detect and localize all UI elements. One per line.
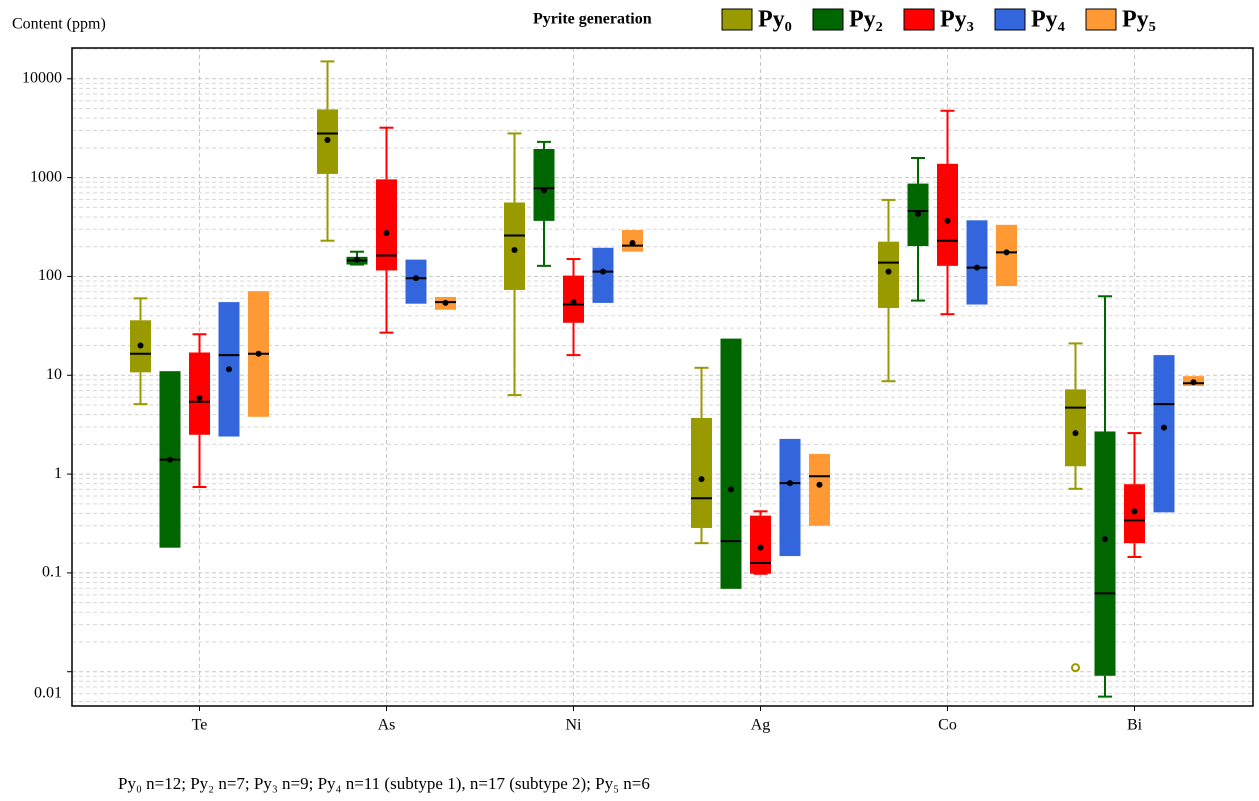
x-tick-label: As xyxy=(378,717,396,734)
plot-frame xyxy=(71,47,1254,707)
mean xyxy=(354,256,360,263)
mean xyxy=(442,299,449,306)
mean xyxy=(511,247,518,254)
legend-title: Pyrite generation xyxy=(533,11,652,28)
x-tick-label: Ni xyxy=(566,717,583,734)
legend-label: Py₀ xyxy=(758,7,792,33)
legend-swatch xyxy=(812,8,844,31)
box xyxy=(878,241,899,308)
mean xyxy=(885,268,892,275)
box xyxy=(937,163,958,266)
outlier xyxy=(1071,663,1080,673)
mean xyxy=(915,210,921,217)
mean xyxy=(1003,249,1010,256)
mean xyxy=(698,476,705,483)
box xyxy=(809,453,830,526)
mean xyxy=(570,299,577,306)
y-tick-label: 100 xyxy=(38,267,62,284)
mean xyxy=(1131,508,1138,515)
mean xyxy=(728,486,734,493)
mean xyxy=(974,264,980,271)
mean xyxy=(1072,430,1079,437)
mean xyxy=(1161,424,1167,431)
y-tick-label: 10 xyxy=(46,366,62,383)
mean xyxy=(1102,536,1108,543)
legend-swatch xyxy=(721,8,753,31)
y-tick-label: 0.01 xyxy=(34,684,62,701)
y-tick-label: 0.1 xyxy=(42,564,62,581)
legend-swatch xyxy=(994,8,1026,31)
mean xyxy=(196,394,203,401)
box xyxy=(1094,431,1116,676)
x-tick-label: Ag xyxy=(751,717,771,734)
mean xyxy=(787,480,793,487)
mean xyxy=(757,544,764,551)
box xyxy=(966,220,988,305)
x-tick-label: Bi xyxy=(1127,717,1143,734)
y-tick-label: 1000 xyxy=(30,168,62,185)
mean xyxy=(226,366,232,373)
box xyxy=(779,438,801,557)
box xyxy=(1153,355,1175,513)
footnote: Py₀ n=12; Py₂ n=7; Py₃ n=9; Py₄ n=11 (su… xyxy=(118,774,650,793)
mean xyxy=(137,342,144,349)
box xyxy=(691,417,712,528)
legend-swatch xyxy=(1085,8,1117,31)
mean xyxy=(816,481,823,488)
mean xyxy=(255,350,262,357)
box xyxy=(405,259,427,304)
mean xyxy=(600,268,606,275)
x-tick-label: Co xyxy=(938,717,957,734)
mean xyxy=(944,217,951,224)
mean xyxy=(413,275,419,282)
y-tick-label: 10000 xyxy=(22,69,62,86)
mean xyxy=(1190,379,1197,386)
legend-label: Py₂ xyxy=(849,7,883,33)
mean xyxy=(383,230,390,237)
legend-label: Py₄ xyxy=(1031,7,1065,33)
mean xyxy=(167,456,173,463)
legend-label: Py₅ xyxy=(1122,7,1156,33)
box xyxy=(189,352,210,435)
y-tick-label: 1 xyxy=(54,465,62,482)
box xyxy=(376,179,397,271)
y-axis-label: Content (ppm) xyxy=(12,16,106,33)
mean xyxy=(541,187,547,194)
box xyxy=(720,338,742,589)
box xyxy=(504,202,525,290)
legend-label: Py₃ xyxy=(940,7,974,33)
legend-swatch xyxy=(903,8,935,31)
box xyxy=(592,247,614,303)
mean xyxy=(324,137,331,144)
box xyxy=(533,148,555,221)
x-tick-label: Te xyxy=(192,717,208,734)
mean xyxy=(629,240,636,247)
box xyxy=(1065,389,1086,467)
